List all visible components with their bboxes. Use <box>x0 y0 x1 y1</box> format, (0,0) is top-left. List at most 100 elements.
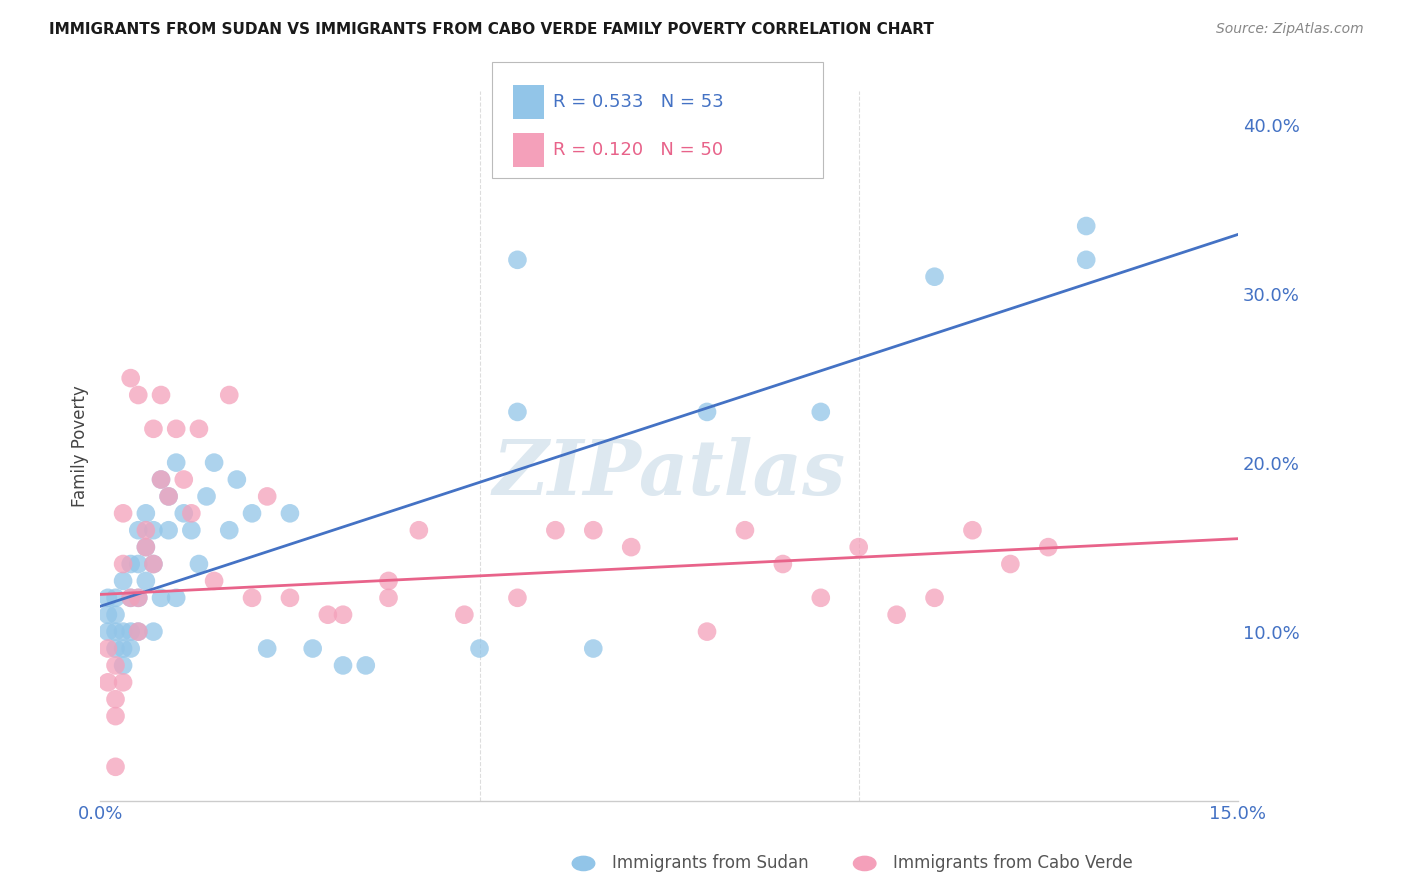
Point <box>97 624 120 639</box>
Point <box>924 591 946 605</box>
Point <box>104 641 127 656</box>
Point <box>180 506 202 520</box>
Point <box>696 624 718 639</box>
Point <box>1038 540 1060 554</box>
Y-axis label: Family Poverty: Family Poverty <box>72 384 89 507</box>
Point <box>120 371 142 385</box>
Point <box>886 607 908 622</box>
Point <box>150 473 173 487</box>
Point <box>127 591 149 605</box>
Point <box>142 523 165 537</box>
Point <box>127 591 149 605</box>
Text: R = 0.533   N = 53: R = 0.533 N = 53 <box>553 94 723 112</box>
Point <box>165 456 187 470</box>
Point <box>142 624 165 639</box>
Point <box>506 252 529 267</box>
Text: Immigrants from Sudan: Immigrants from Sudan <box>612 855 808 872</box>
Point <box>506 591 529 605</box>
Point <box>582 641 605 656</box>
Point <box>962 523 984 537</box>
Text: R = 0.120   N = 50: R = 0.120 N = 50 <box>553 142 723 160</box>
Point <box>97 675 120 690</box>
Point <box>165 591 187 605</box>
Point <box>112 675 135 690</box>
Point <box>468 641 491 656</box>
Point <box>408 523 430 537</box>
Point <box>218 523 240 537</box>
Point <box>135 540 157 554</box>
Point <box>104 624 127 639</box>
Point <box>112 506 135 520</box>
Point <box>187 557 209 571</box>
Point <box>120 591 142 605</box>
Point <box>120 624 142 639</box>
Text: Immigrants from Cabo Verde: Immigrants from Cabo Verde <box>893 855 1133 872</box>
Point <box>104 692 127 706</box>
Text: Source: ZipAtlas.com: Source: ZipAtlas.com <box>1216 22 1364 37</box>
Point <box>187 422 209 436</box>
Point <box>772 557 794 571</box>
Point <box>127 624 149 639</box>
Point <box>810 405 832 419</box>
Point <box>97 641 120 656</box>
Point <box>332 658 354 673</box>
Point <box>150 473 173 487</box>
Point <box>150 591 173 605</box>
Point <box>112 658 135 673</box>
Point <box>112 641 135 656</box>
Point <box>142 557 165 571</box>
Point <box>696 405 718 419</box>
Point <box>256 490 278 504</box>
Point <box>127 624 149 639</box>
Point <box>377 574 399 588</box>
Point <box>256 641 278 656</box>
Point <box>924 269 946 284</box>
Point <box>544 523 567 537</box>
Point <box>453 607 475 622</box>
Point <box>202 574 225 588</box>
Point <box>1076 252 1098 267</box>
Point <box>97 607 120 622</box>
Point <box>135 540 157 554</box>
Point <box>120 641 142 656</box>
Point <box>225 473 247 487</box>
Point <box>173 506 195 520</box>
Point <box>127 388 149 402</box>
Point <box>112 624 135 639</box>
Point <box>104 591 127 605</box>
Point <box>97 591 120 605</box>
Point <box>150 388 173 402</box>
Point <box>1000 557 1022 571</box>
Point <box>180 523 202 537</box>
Point <box>112 557 135 571</box>
Point <box>278 591 301 605</box>
Point <box>195 490 218 504</box>
Point <box>142 557 165 571</box>
Text: IMMIGRANTS FROM SUDAN VS IMMIGRANTS FROM CABO VERDE FAMILY POVERTY CORRELATION C: IMMIGRANTS FROM SUDAN VS IMMIGRANTS FROM… <box>49 22 934 37</box>
Point <box>240 591 263 605</box>
Point <box>848 540 870 554</box>
Point <box>127 523 149 537</box>
Point <box>157 523 180 537</box>
Point <box>135 523 157 537</box>
Point <box>810 591 832 605</box>
Point <box>112 574 135 588</box>
Point <box>104 709 127 723</box>
Point <box>120 591 142 605</box>
Point <box>104 658 127 673</box>
Point <box>377 591 399 605</box>
Point <box>104 760 127 774</box>
Point <box>157 490 180 504</box>
Point <box>135 506 157 520</box>
Point <box>142 422 165 436</box>
Point <box>135 574 157 588</box>
Point <box>173 473 195 487</box>
Point <box>332 607 354 622</box>
Text: ZIPatlas: ZIPatlas <box>492 437 845 511</box>
Point <box>1076 219 1098 233</box>
Point <box>165 422 187 436</box>
Point <box>202 456 225 470</box>
Point <box>316 607 339 622</box>
Point <box>582 523 605 537</box>
Point <box>127 557 149 571</box>
